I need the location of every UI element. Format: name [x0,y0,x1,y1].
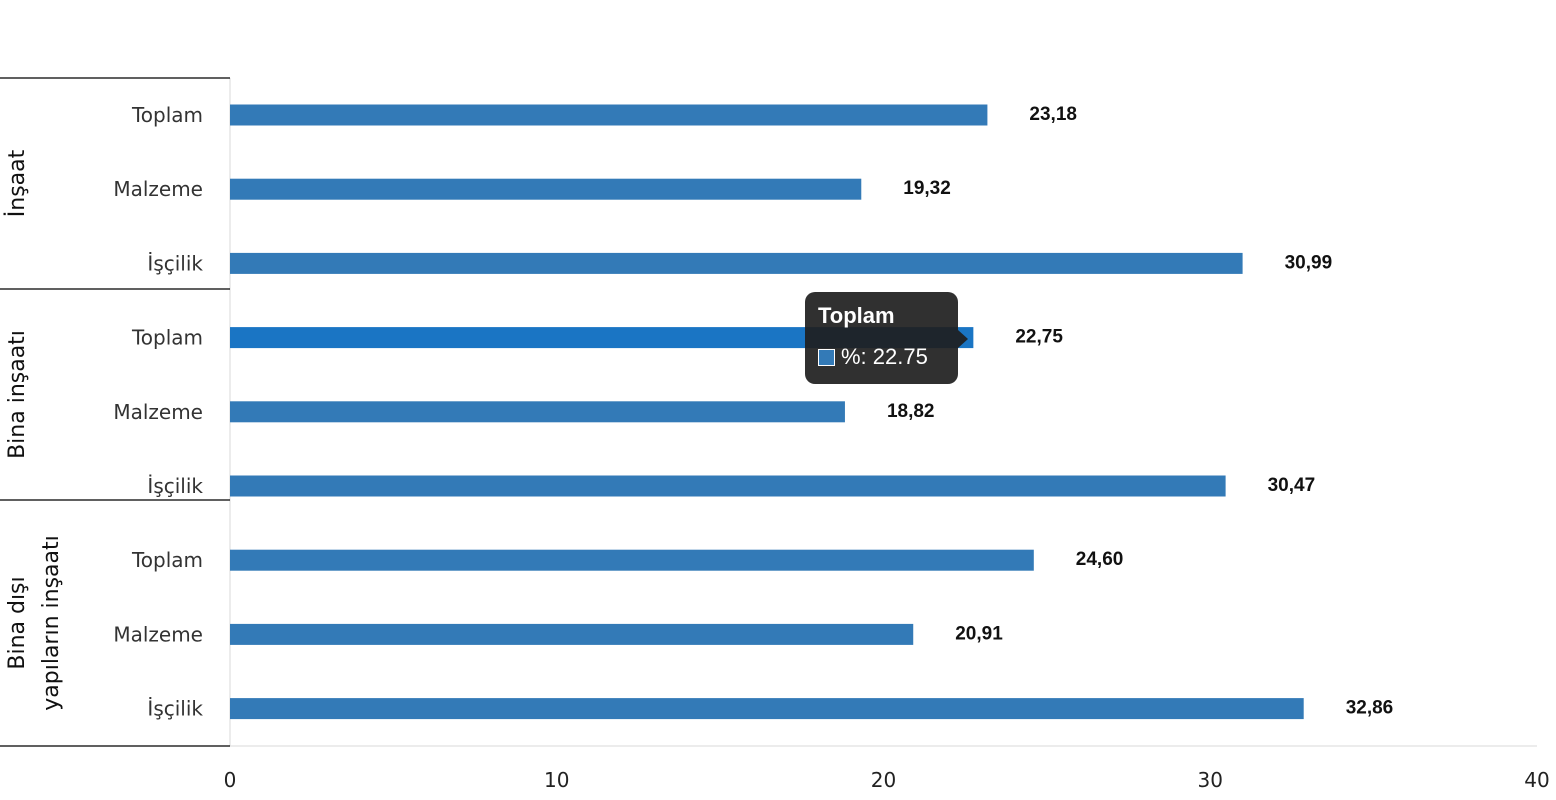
category-label: İşçilik [147,474,203,498]
tooltip-arrow [958,330,968,348]
chart-tooltip: Toplam %: 22.75 [805,292,968,384]
value-label: 19,32 [903,178,951,199]
category-label: Malzeme [113,622,203,646]
value-label: 23,18 [1029,104,1077,125]
bar [230,623,914,645]
group-label: yapıların inşaatı [39,535,64,710]
bars [230,104,1304,720]
category-label: Malzeme [113,400,203,424]
x-tick-label: 20 [871,768,896,792]
value-label: 22,75 [1015,327,1063,348]
value-label: 18,82 [887,401,935,422]
bar [230,104,988,126]
group-label: Bina dışı [5,576,30,669]
value-label: 30,99 [1285,252,1333,273]
tooltip-row: %: 22.75 [818,344,928,370]
tooltip-title: Toplam [818,303,895,328]
category-label: Toplam [131,103,203,127]
bar [230,475,1226,497]
tooltip-swatch [818,349,835,366]
tooltip-value: %: 22.75 [841,344,928,369]
x-tick-label: 30 [1198,768,1223,792]
category-label: Malzeme [113,177,203,201]
x-tick-label: 40 [1524,768,1549,792]
bar [230,401,845,423]
x-tick-label: 0 [224,768,237,792]
value-label: 32,86 [1346,698,1394,719]
category-label: Toplam [131,548,203,572]
value-label: 20,91 [955,623,1003,644]
bar [230,549,1034,571]
chart-axes: 0 10 20 30 40 [224,78,1550,792]
value-label: 30,47 [1268,475,1316,496]
group-label: Bina inşaatı [5,330,30,459]
labels: İnşaat Toplam 23,18 Malzeme 19,32 İşçilik 30,9… [4,103,1393,721]
bar [230,252,1243,274]
bar [230,698,1304,720]
group-frames [0,77,230,747]
category-label: Toplam [131,326,203,350]
category-label: İşçilik [147,251,203,275]
category-label: İşçilik [147,697,203,721]
x-tick-label: 10 [544,768,569,792]
bar [230,327,974,349]
value-label: 24,60 [1076,549,1124,570]
bar [230,178,862,200]
group-label: İnşaat [4,149,30,217]
